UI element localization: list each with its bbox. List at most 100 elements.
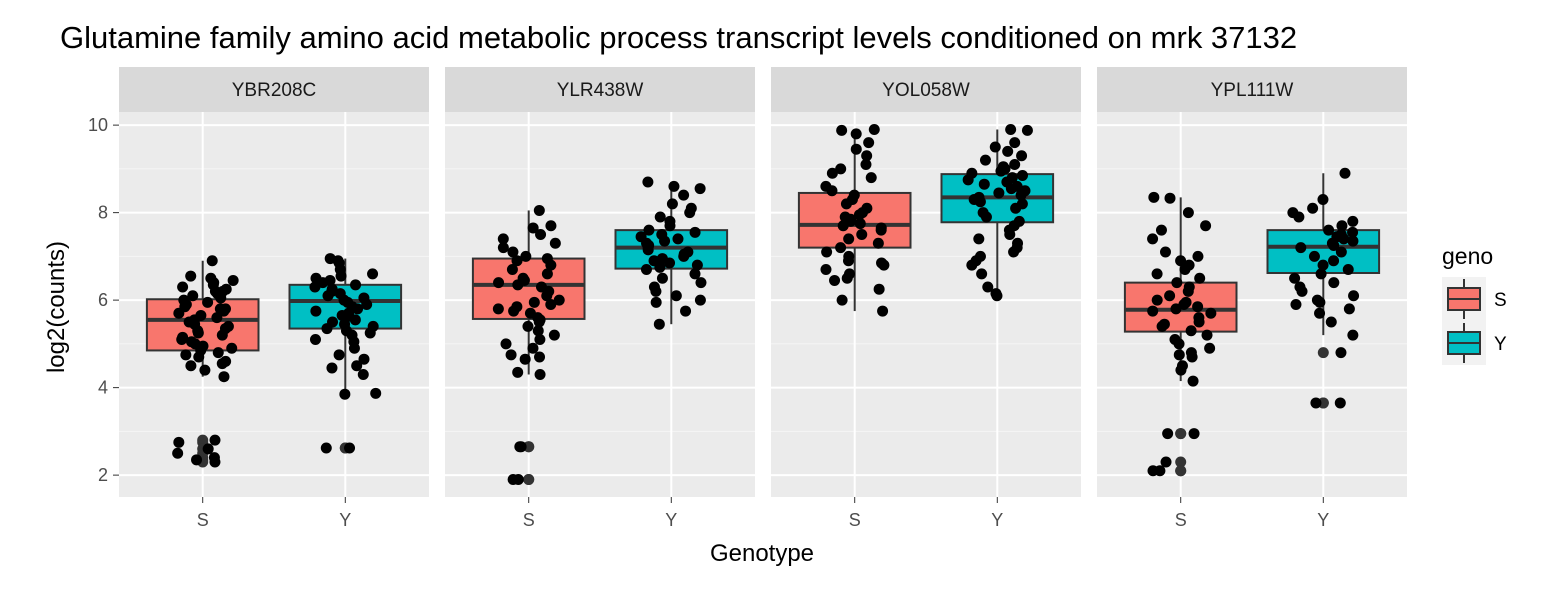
data-point xyxy=(982,281,994,293)
x-tick-label: Y xyxy=(665,510,677,530)
data-point xyxy=(650,296,662,308)
facet-panel-ypl111w: YPL111W S Y xyxy=(1097,67,1407,530)
data-point xyxy=(335,270,347,282)
data-point xyxy=(215,292,227,304)
data-point xyxy=(826,167,838,179)
data-point xyxy=(976,268,988,280)
data-point xyxy=(840,198,852,210)
x-tick-label: S xyxy=(849,510,861,530)
data-point xyxy=(1187,375,1199,387)
data-point xyxy=(358,353,370,365)
data-point xyxy=(364,327,376,339)
data-point xyxy=(1164,192,1176,204)
data-point xyxy=(691,259,703,271)
data-point xyxy=(854,218,866,230)
data-point xyxy=(1343,303,1355,315)
data-point xyxy=(1315,268,1327,280)
data-point xyxy=(534,369,546,380)
data-point xyxy=(1147,305,1159,317)
data-point xyxy=(659,235,671,247)
data-point xyxy=(1155,224,1167,236)
data-point xyxy=(1328,239,1340,251)
data-point xyxy=(650,285,662,297)
data-point xyxy=(962,174,974,186)
data-point xyxy=(843,233,855,245)
data-point xyxy=(1310,397,1322,409)
data-point xyxy=(1347,226,1359,238)
outlier-point xyxy=(1175,456,1187,468)
data-point xyxy=(1289,272,1301,284)
data-point xyxy=(664,257,676,269)
data-point xyxy=(1009,159,1021,170)
data-point xyxy=(1170,303,1182,315)
data-point xyxy=(1317,194,1329,205)
data-point xyxy=(1151,294,1163,306)
data-point xyxy=(1201,329,1213,341)
data-point xyxy=(333,349,345,361)
legend-title: geno xyxy=(1442,243,1493,269)
data-point xyxy=(1296,285,1308,297)
data-point xyxy=(512,279,524,291)
data-point xyxy=(192,327,204,339)
data-point xyxy=(1015,189,1027,201)
data-point xyxy=(1016,150,1028,162)
data-point xyxy=(548,329,560,341)
data-point xyxy=(352,303,364,315)
data-point xyxy=(1186,351,1198,363)
data-point xyxy=(1339,167,1351,179)
data-point xyxy=(668,180,680,192)
data-point xyxy=(694,294,706,306)
data-point xyxy=(1293,211,1305,223)
data-point xyxy=(1335,347,1347,359)
data-point xyxy=(199,364,211,376)
y-tick-label: 2 xyxy=(98,465,108,485)
outlier-point xyxy=(1317,347,1329,359)
data-point xyxy=(226,342,238,354)
data-point xyxy=(835,242,847,254)
outlier-point xyxy=(1175,428,1187,440)
legend-label: Y xyxy=(1494,334,1507,355)
legend: geno S Y xyxy=(1442,243,1507,365)
data-point xyxy=(642,244,654,256)
data-point xyxy=(320,442,332,454)
data-point xyxy=(216,329,228,341)
data-point xyxy=(656,272,668,284)
data-point xyxy=(534,334,546,345)
y-axis-title: log2(counts) xyxy=(43,241,70,373)
data-point xyxy=(545,299,557,310)
data-point xyxy=(689,268,701,280)
data-point xyxy=(211,312,223,324)
data-point xyxy=(1182,285,1194,297)
data-point xyxy=(654,261,666,273)
data-point xyxy=(654,211,666,223)
data-point xyxy=(974,196,986,208)
data-point xyxy=(1009,137,1021,149)
data-point xyxy=(873,283,885,295)
data-point xyxy=(326,362,338,374)
data-point xyxy=(519,353,531,365)
data-point xyxy=(534,351,546,363)
facet-strip xyxy=(119,67,429,112)
data-point xyxy=(653,318,665,330)
data-point xyxy=(850,128,862,140)
panel-background xyxy=(771,112,1081,497)
data-point xyxy=(640,264,652,275)
data-point xyxy=(309,281,321,293)
legend-entry-y: Y xyxy=(1442,321,1507,365)
data-point xyxy=(664,220,676,232)
data-point xyxy=(1182,207,1194,219)
data-point xyxy=(1328,277,1340,289)
x-tick-label: Y xyxy=(1317,510,1329,530)
data-point xyxy=(1200,220,1212,232)
outlier-point xyxy=(197,434,209,446)
x-axis-title: Genotype xyxy=(710,540,814,567)
data-point xyxy=(520,250,532,262)
data-point xyxy=(1338,233,1350,245)
data-point xyxy=(218,371,230,383)
data-point xyxy=(209,434,221,446)
data-point xyxy=(973,233,985,245)
data-point xyxy=(176,334,188,345)
facet-strip-label: YPL111W xyxy=(1211,80,1294,101)
data-point xyxy=(843,255,855,267)
x-tick-label: S xyxy=(197,510,209,530)
